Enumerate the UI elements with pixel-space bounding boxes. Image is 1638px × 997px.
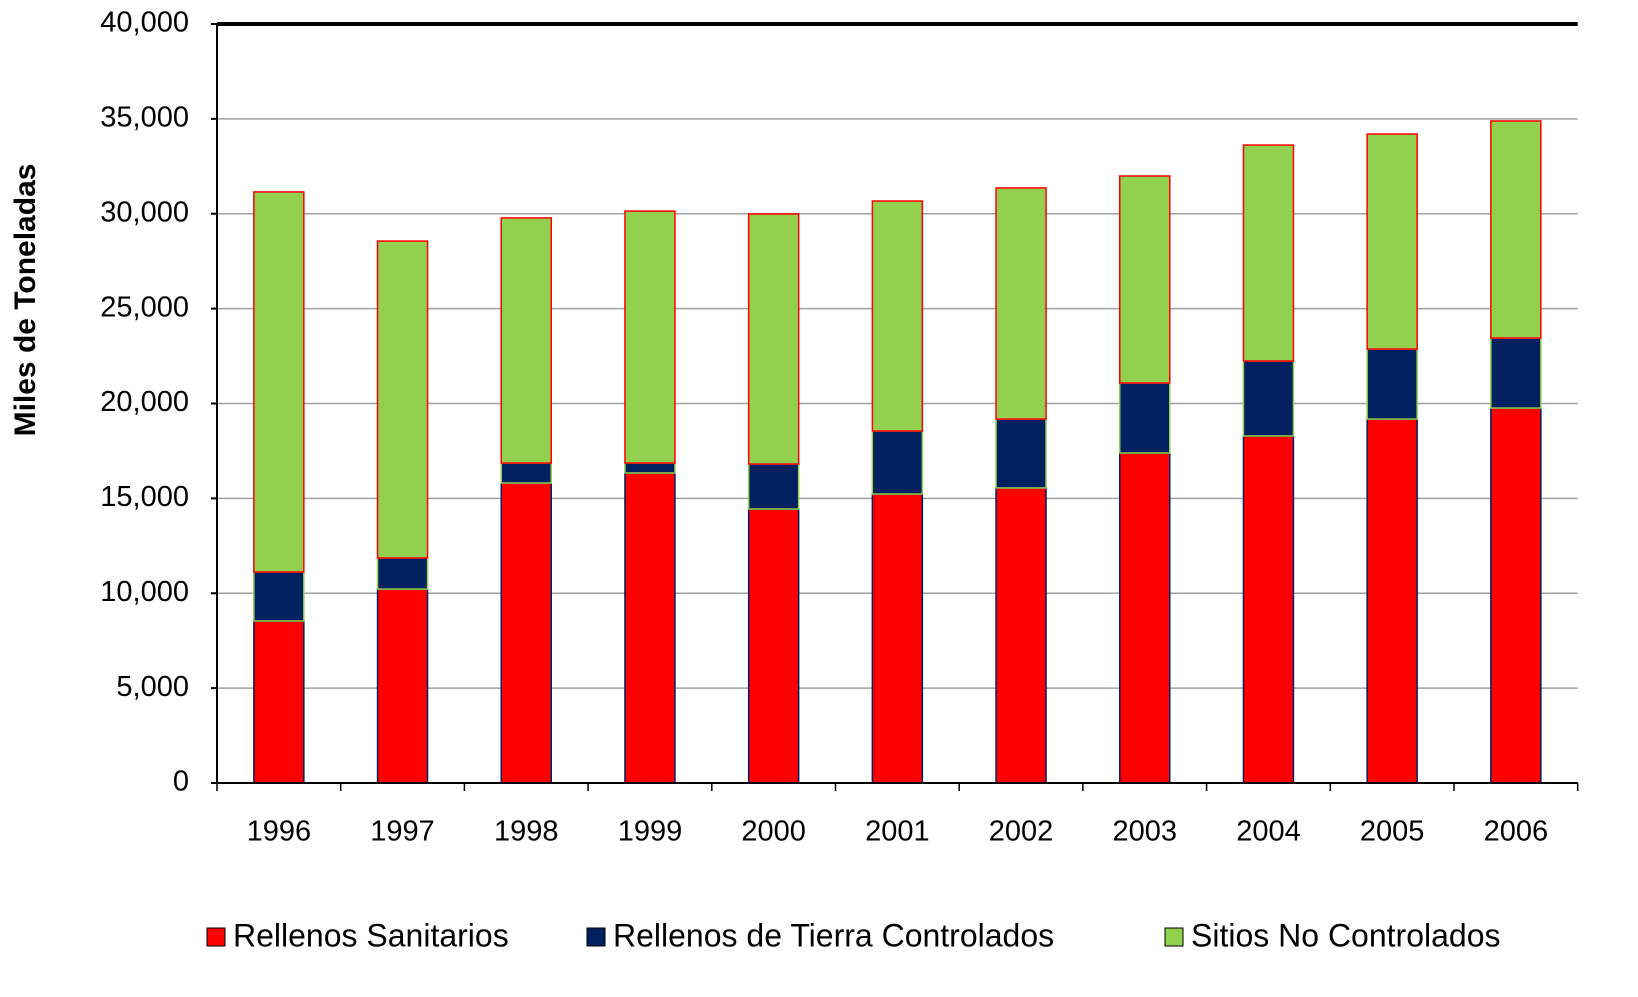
- bar-segment: [747, 213, 800, 465]
- y-tick-label: 15,000: [100, 481, 189, 513]
- legend-label: Sitios No Controlados: [1191, 917, 1500, 953]
- legend-swatch: [1164, 927, 1184, 947]
- x-tick-label: 2006: [1484, 816, 1549, 848]
- y-tick-label: 40,000: [100, 7, 189, 39]
- y-tick-label: 5,000: [116, 671, 189, 703]
- x-tick-label: 2003: [1112, 816, 1177, 848]
- bar-segment: [1366, 418, 1418, 784]
- bar-segment: [500, 217, 552, 464]
- bar-segment: [1119, 452, 1171, 784]
- x-tick-label: 2004: [1236, 816, 1301, 848]
- bar-segment: [1242, 144, 1295, 362]
- legend-label: Rellenos Sanitarios: [233, 917, 509, 953]
- legend-swatch: [206, 927, 226, 947]
- bar-segment: [1119, 175, 1171, 384]
- bar-segment: [500, 482, 552, 784]
- bar-segment: [624, 462, 676, 474]
- bar-segment: [1119, 382, 1171, 454]
- bar-segment: [1366, 133, 1418, 350]
- bar-segment: [995, 487, 1047, 784]
- y-tick-label: 30,000: [100, 196, 189, 228]
- bar-segment: [376, 557, 429, 590]
- y-tick-label: 35,000: [100, 102, 189, 134]
- bar-segment: [1366, 348, 1418, 420]
- bar-segment: [995, 418, 1047, 489]
- x-tick-label: 2002: [989, 816, 1054, 848]
- bar-segment: [1490, 407, 1542, 784]
- bar-segment: [1242, 435, 1295, 784]
- bar-segment: [253, 571, 305, 622]
- bar-segment: [747, 508, 800, 784]
- bar-segment: [253, 620, 305, 784]
- y-tick-label: 10,000: [100, 576, 189, 608]
- legend-label: Rellenos de Tierra Controlados: [613, 917, 1054, 953]
- bar-segment: [253, 191, 305, 573]
- y-tick-label: 20,000: [100, 386, 189, 418]
- x-tick-label: 1996: [247, 816, 312, 848]
- y-axis-title: Miles de Toneladas: [9, 164, 42, 437]
- bar-segment: [871, 493, 924, 784]
- x-tick-label: 1998: [494, 816, 559, 848]
- bar-segment: [995, 187, 1047, 420]
- bar-segment: [871, 430, 924, 495]
- x-tick-label: 1997: [370, 816, 435, 848]
- bar-segment: [500, 462, 552, 484]
- bar-segment: [376, 588, 429, 784]
- y-tick-label: 0: [173, 766, 189, 798]
- bar-segment: [747, 463, 800, 510]
- x-tick-label: 2001: [865, 816, 930, 848]
- bar-segment: [624, 472, 676, 784]
- x-tick-label: 2000: [741, 816, 806, 848]
- bar-segment: [1242, 360, 1295, 437]
- x-tick-label: 2005: [1360, 816, 1425, 848]
- bar-segment: [376, 240, 429, 559]
- x-tick-label: 1999: [618, 816, 683, 848]
- bar-segment: [624, 210, 676, 464]
- bar-segment: [1490, 120, 1542, 339]
- legend-swatch: [586, 927, 606, 947]
- bar-segment: [871, 200, 924, 432]
- bar-segment: [1490, 337, 1542, 409]
- y-tick-label: 25,000: [100, 291, 189, 323]
